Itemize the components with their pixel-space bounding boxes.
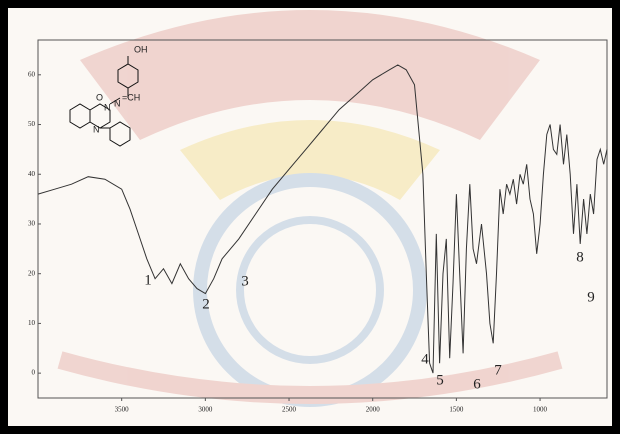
x-tick-label: 1500 — [449, 406, 464, 414]
atom-label: O — [96, 92, 103, 102]
peak-label: 7 — [494, 362, 502, 378]
watermark — [57, 10, 563, 407]
peak-label: 6 — [473, 376, 481, 392]
y-tick-label: 0 — [32, 369, 36, 377]
paper — [8, 8, 612, 426]
peak-label: 4 — [421, 351, 429, 367]
peak-label: 5 — [436, 372, 444, 388]
spectrum-line — [37, 64, 608, 374]
peak-label: 8 — [576, 249, 584, 265]
y-tick-label: 10 — [28, 319, 36, 327]
plot-frame — [37, 39, 608, 399]
atom-label: N — [93, 124, 100, 134]
y-tick-label: 60 — [28, 70, 36, 78]
y-tick-label: 50 — [28, 120, 36, 128]
atom-label: =CH — [122, 92, 140, 102]
x-tick-label: 2500 — [282, 406, 297, 414]
atom-label: OH — [134, 44, 148, 54]
peak-label: 3 — [241, 273, 249, 289]
y-tick-label: 20 — [28, 269, 36, 277]
peak-label: 9 — [587, 289, 595, 305]
molecule — [69, 56, 139, 147]
peak-label: 1 — [144, 272, 152, 288]
peak-label: 2 — [202, 296, 210, 312]
y-tick-label: 30 — [28, 220, 36, 228]
atom-label: N — [104, 102, 111, 112]
x-tick-label: 2000 — [366, 406, 381, 414]
y-tick-label: 40 — [28, 170, 36, 178]
atom-label: N — [114, 98, 121, 108]
x-tick-label: 3000 — [198, 406, 213, 414]
x-tick-label: 1000 — [533, 406, 548, 414]
x-tick-label: 3500 — [115, 406, 130, 414]
